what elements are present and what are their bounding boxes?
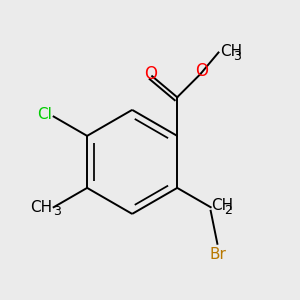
Text: CH: CH <box>220 44 242 59</box>
Text: Cl: Cl <box>37 107 52 122</box>
Text: CH: CH <box>211 198 233 213</box>
Text: 3: 3 <box>233 50 241 63</box>
Text: 3: 3 <box>53 206 61 218</box>
Text: 2: 2 <box>224 204 232 217</box>
Text: CH: CH <box>30 200 52 215</box>
Text: O: O <box>195 61 208 80</box>
Text: Br: Br <box>209 247 226 262</box>
Text: O: O <box>144 65 157 83</box>
